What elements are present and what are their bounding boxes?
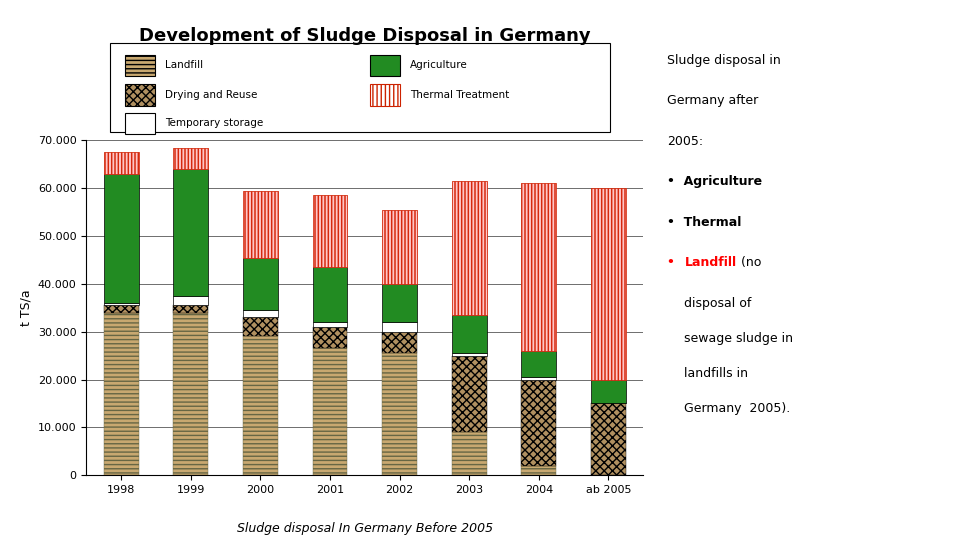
Bar	[313, 348, 348, 475]
Text: 2005:: 2005:	[667, 135, 704, 148]
Bar	[243, 310, 277, 318]
Bar	[174, 169, 208, 296]
Bar	[521, 377, 556, 380]
Bar	[243, 191, 277, 258]
Y-axis label: t TS/a: t TS/a	[19, 289, 33, 326]
Text: Landfill: Landfill	[165, 60, 204, 71]
Text: Agriculture: Agriculture	[410, 60, 468, 71]
Bar	[521, 184, 556, 351]
FancyBboxPatch shape	[370, 55, 400, 76]
Bar	[104, 174, 138, 303]
Bar	[174, 147, 208, 169]
Text: Thermal Treatment: Thermal Treatment	[410, 90, 509, 100]
Bar	[382, 210, 417, 284]
Bar	[104, 152, 138, 174]
Bar	[591, 403, 626, 475]
Text: Sludge disposal In Germany Before 2005: Sludge disposal In Germany Before 2005	[237, 522, 492, 535]
Text: •  Thermal: • Thermal	[667, 216, 741, 229]
Bar	[382, 332, 417, 353]
Text: Germany after: Germany after	[667, 94, 758, 107]
Bar	[243, 191, 277, 258]
Bar	[313, 327, 348, 348]
Text: •: •	[667, 256, 684, 269]
Bar	[521, 465, 556, 475]
Bar	[243, 318, 277, 336]
Text: Temporary storage: Temporary storage	[165, 118, 264, 129]
FancyBboxPatch shape	[126, 113, 156, 134]
Text: sewage sludge in: sewage sludge in	[684, 332, 794, 345]
Bar	[104, 152, 138, 174]
Bar	[452, 353, 487, 356]
Bar	[104, 313, 138, 475]
Bar	[591, 188, 626, 380]
Bar	[174, 313, 208, 475]
Bar	[174, 306, 208, 313]
FancyBboxPatch shape	[110, 43, 610, 132]
Bar	[313, 267, 348, 322]
Bar	[382, 353, 417, 475]
FancyBboxPatch shape	[126, 55, 156, 76]
Text: Landfill: Landfill	[684, 256, 736, 269]
Text: •  Agriculture: • Agriculture	[667, 176, 762, 188]
Bar	[104, 306, 138, 313]
Bar	[313, 322, 348, 327]
Text: Drying and Reuse: Drying and Reuse	[165, 90, 257, 100]
Bar	[174, 296, 208, 306]
Bar	[382, 210, 417, 284]
Text: disposal of: disposal of	[684, 297, 752, 310]
Bar	[313, 195, 348, 267]
Bar	[382, 284, 417, 322]
Bar	[521, 351, 556, 377]
Text: Sludge disposal in: Sludge disposal in	[667, 54, 780, 67]
Bar	[452, 432, 487, 475]
Text: (no: (no	[737, 256, 761, 269]
Bar	[591, 380, 626, 403]
Bar	[243, 258, 277, 310]
Bar	[382, 322, 417, 332]
Bar	[452, 356, 487, 432]
Bar	[452, 181, 487, 315]
Bar	[452, 181, 487, 315]
Bar	[521, 184, 556, 351]
FancyBboxPatch shape	[126, 84, 156, 106]
Bar	[452, 315, 487, 353]
Bar	[521, 380, 556, 465]
Bar	[174, 147, 208, 169]
Bar	[243, 336, 277, 475]
Bar	[104, 303, 138, 306]
Text: Development of Sludge Disposal in Germany: Development of Sludge Disposal in German…	[139, 27, 590, 45]
Bar	[313, 195, 348, 267]
Bar	[591, 188, 626, 380]
FancyBboxPatch shape	[370, 84, 400, 106]
Text: Germany  2005).: Germany 2005).	[684, 402, 791, 415]
Text: landfills in: landfills in	[684, 367, 749, 380]
